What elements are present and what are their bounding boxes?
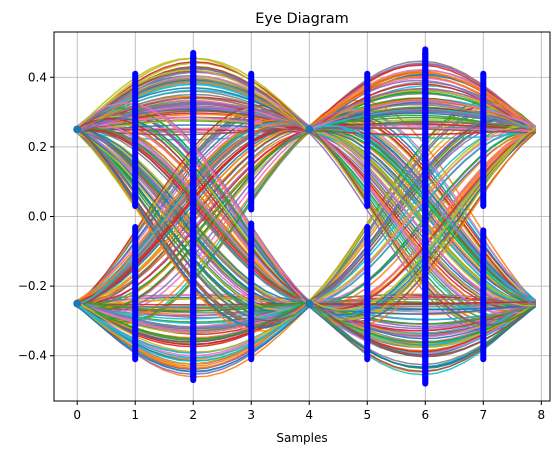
plot-area: 0 1 2 3 4 5 6 7 8 −0.4 −0.2 0.0 0.2 0.4 (18, 31, 551, 422)
sample-column-upper (248, 73, 255, 210)
sample-column-lower (190, 56, 197, 381)
sample-marker (190, 53, 197, 60)
sample-column-lower (364, 226, 371, 360)
y-tick-label: 0.0 (28, 210, 47, 224)
sample-marker (480, 203, 487, 210)
sample-marker (480, 356, 487, 363)
chart-title: Eye Diagram (255, 11, 349, 27)
sample-marker (248, 70, 255, 77)
x-tick-label: 4 (305, 408, 313, 422)
crossing-marker (73, 299, 82, 308)
sample-column-upper (480, 73, 487, 207)
y-tick-label: −0.4 (18, 349, 47, 363)
sample-marker (248, 356, 255, 363)
crossing-marker (73, 125, 82, 134)
sample-marker (248, 206, 255, 213)
sample-marker (480, 70, 487, 77)
sample-marker (364, 203, 371, 210)
sample-marker (364, 223, 371, 230)
x-tick-label: 5 (363, 408, 371, 422)
sample-marker (364, 356, 371, 363)
x-axis-title: Samples (276, 431, 327, 445)
x-tick-label: 7 (479, 408, 487, 422)
sample-column-upper (364, 73, 371, 207)
sample-marker (132, 223, 139, 230)
sample-marker (480, 227, 487, 234)
sample-marker (190, 377, 197, 384)
x-tick-label: 2 (189, 408, 197, 422)
sample-marker (132, 203, 139, 210)
x-axis: 0 1 2 3 4 5 6 7 8 (73, 401, 545, 422)
eye-traces (76, 57, 537, 378)
crossing-marker (305, 299, 314, 308)
y-axis: −0.4 −0.2 0.0 0.2 0.4 (18, 70, 54, 363)
sample-marker (364, 70, 371, 77)
x-tick-label: 8 (537, 408, 545, 422)
sample-column-upper (132, 73, 139, 207)
sample-column-lower (480, 230, 487, 360)
y-tick-label: −0.2 (18, 279, 47, 293)
sample-column-lower (422, 52, 429, 384)
x-tick-label: 1 (131, 408, 139, 422)
y-tick-label: 0.2 (28, 140, 47, 154)
crossing-marker (305, 125, 314, 134)
sample-marker (248, 220, 255, 227)
sample-column-lower (248, 223, 255, 360)
x-tick-label: 6 (421, 408, 429, 422)
y-tick-label: 0.4 (28, 70, 47, 84)
sample-marker (132, 356, 139, 363)
sample-marker (422, 49, 429, 56)
sample-column-lower (132, 226, 139, 360)
sample-marker (132, 70, 139, 77)
sample-markers (73, 46, 487, 387)
x-tick-label: 0 (73, 408, 81, 422)
sample-marker (422, 380, 429, 387)
x-tick-label: 3 (247, 408, 255, 422)
